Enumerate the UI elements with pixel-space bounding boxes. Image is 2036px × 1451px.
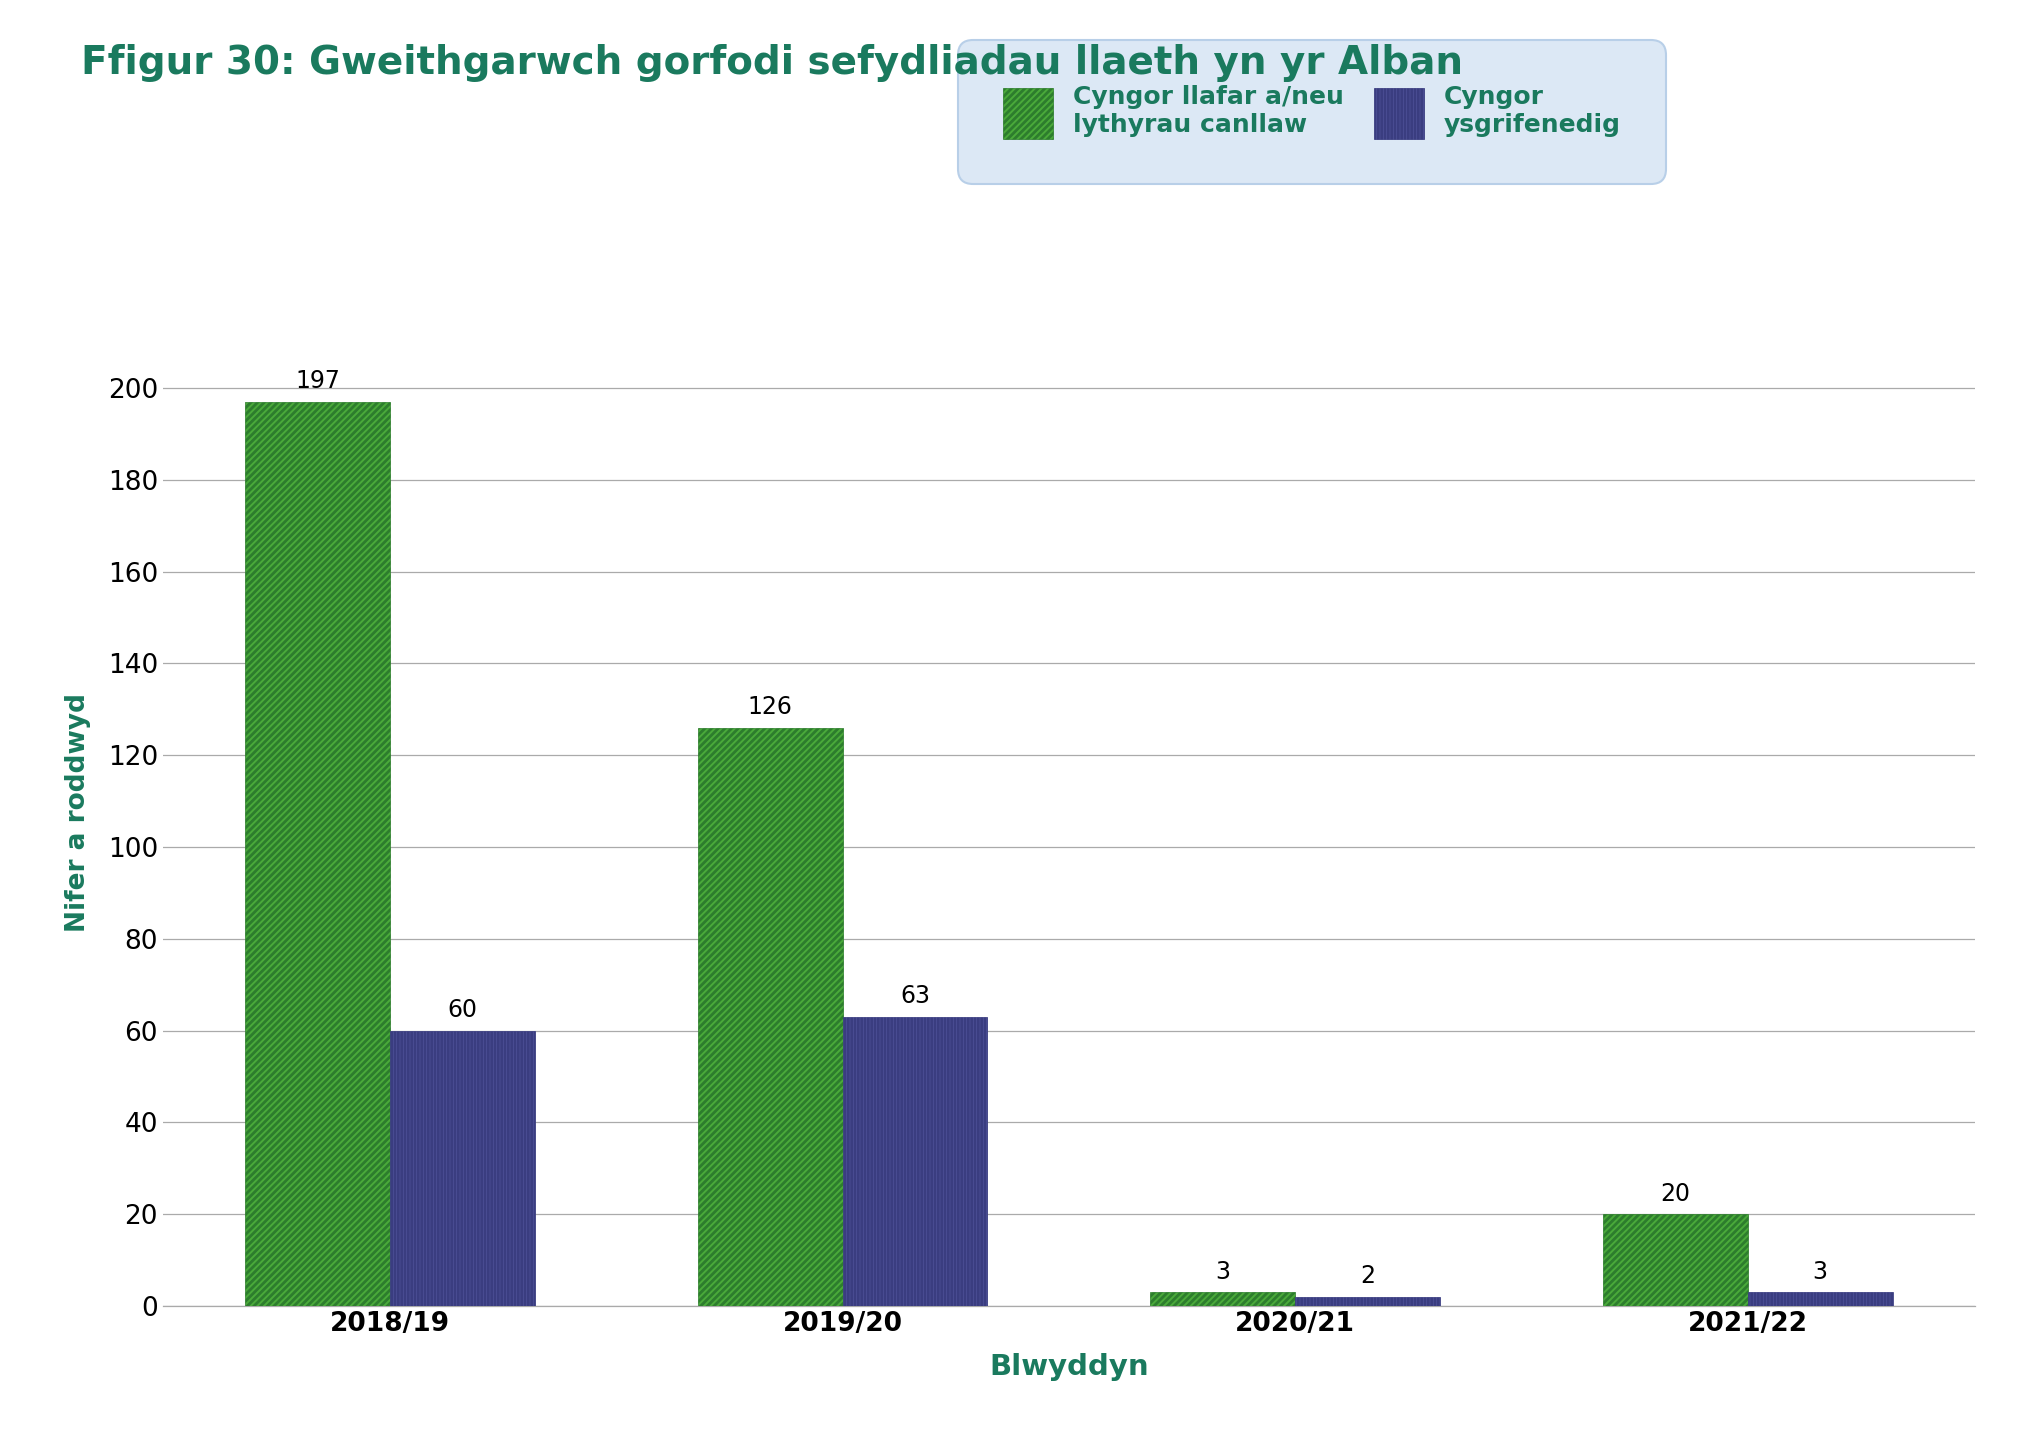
- X-axis label: Blwyddyn: Blwyddyn: [989, 1354, 1148, 1381]
- Text: 126: 126: [747, 695, 792, 720]
- Bar: [1747, 1293, 1893, 1306]
- Legend: Cyngor llafar a/neu
lythyrau canllaw, Cyngor
ysgrifenedig: Cyngor llafar a/neu lythyrau canllaw, Cy…: [973, 55, 1651, 170]
- Bar: [391, 1030, 535, 1306]
- Text: 3: 3: [1215, 1259, 1230, 1284]
- Text: Ffigur 30: Gweithgarwch gorfodi sefydliadau llaeth yn yr Alban: Ffigur 30: Gweithgarwch gorfodi sefydlia…: [81, 44, 1464, 81]
- Bar: [1150, 1293, 1295, 1306]
- Bar: [1295, 1297, 1439, 1306]
- Text: 197: 197: [295, 370, 340, 393]
- Text: 3: 3: [1812, 1259, 1828, 1284]
- Text: 63: 63: [900, 984, 930, 1008]
- Text: 60: 60: [448, 998, 478, 1022]
- Bar: [698, 727, 843, 1306]
- Bar: [1602, 1214, 1747, 1306]
- Bar: [843, 1017, 987, 1306]
- Text: 2: 2: [1360, 1264, 1374, 1288]
- Bar: [244, 402, 391, 1306]
- Y-axis label: Nifer a roddwyd: Nifer a roddwyd: [65, 694, 92, 932]
- Text: 20: 20: [1659, 1181, 1690, 1206]
